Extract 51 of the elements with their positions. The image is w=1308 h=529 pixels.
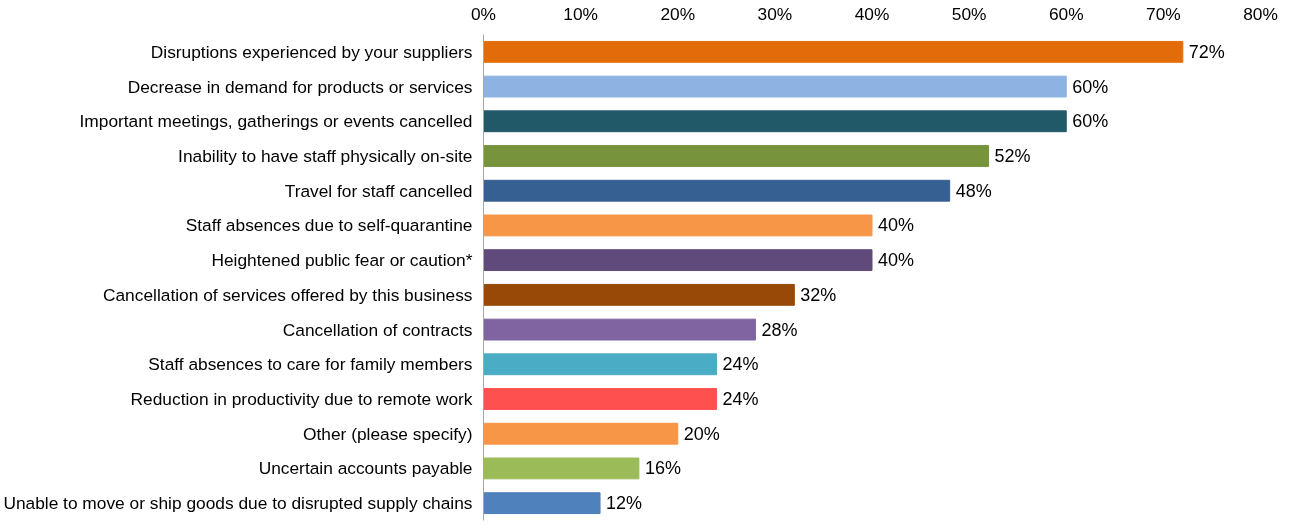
y-tick-label: Cancellation of services offered by this business (102, 284, 473, 305)
bar (483, 110, 1067, 133)
data-label: 20% (683, 423, 720, 444)
bar (483, 145, 990, 167)
data-label: 12% (606, 493, 643, 514)
x-tick-label: 10% (563, 3, 598, 24)
data-label: 60% (1072, 111, 1109, 132)
x-tick-label: 50% (951, 3, 987, 24)
bar (483, 75, 1067, 98)
x-tick-label: 30% (757, 3, 793, 24)
y-tick-label: Staff absences to care for family members (148, 354, 473, 375)
data-label: 24% (722, 354, 759, 375)
x-tick-label: 20% (660, 3, 696, 24)
data-label: 24% (722, 389, 759, 409)
x-tick-label: 0% (470, 3, 497, 24)
x-tick-label: 60% (1048, 3, 1084, 24)
y-tick-label: Travel for staff cancelled (284, 180, 473, 201)
data-label: 52% (994, 146, 1031, 166)
data-label: 72% (1188, 41, 1225, 62)
y-tick-label: Reduction in productivity due to remote work (130, 389, 473, 409)
bar (483, 457, 640, 480)
data-label: 32% (800, 284, 837, 305)
bar (483, 214, 873, 237)
x-tick-label: 80% (1243, 3, 1278, 24)
y-tick-label: Staff absences due to self-quarantine (185, 215, 473, 236)
bar (483, 40, 1184, 63)
y-tick-label: Unable to move or ship goods due to disrupted supply chains (3, 493, 473, 514)
y-tick-label: Cancellation of contracts (282, 319, 473, 340)
y-tick-label: Heightened public fear or caution* (211, 250, 473, 271)
bar (483, 318, 756, 341)
x-tick-label: 70% (1146, 3, 1181, 24)
data-label: 16% (644, 458, 681, 479)
y-tick-label: Disruptions experienced by your suppliers (150, 41, 473, 62)
y-tick-label: Inability to have staff physically on-site (178, 146, 473, 166)
data-label: 40% (878, 215, 915, 236)
y-tick-label: Uncertain accounts payable (258, 458, 473, 479)
data-label: 28% (761, 319, 798, 340)
y-tick-label: Other (please specify) (303, 423, 473, 444)
bar (483, 283, 795, 306)
bar (483, 388, 718, 410)
data-label: 48% (955, 180, 992, 201)
y-tick-label: Important meetings, gatherings or events cancelled (79, 111, 473, 132)
y-tick-label: Decrease in demand for products or services (127, 76, 473, 97)
bar (483, 179, 951, 202)
bar (483, 422, 679, 445)
bar (483, 353, 718, 376)
data-label: 60% (1072, 76, 1109, 97)
bar (483, 249, 873, 272)
bar (483, 492, 601, 515)
x-tick-label: 40% (854, 3, 890, 24)
data-label: 40% (878, 250, 915, 271)
